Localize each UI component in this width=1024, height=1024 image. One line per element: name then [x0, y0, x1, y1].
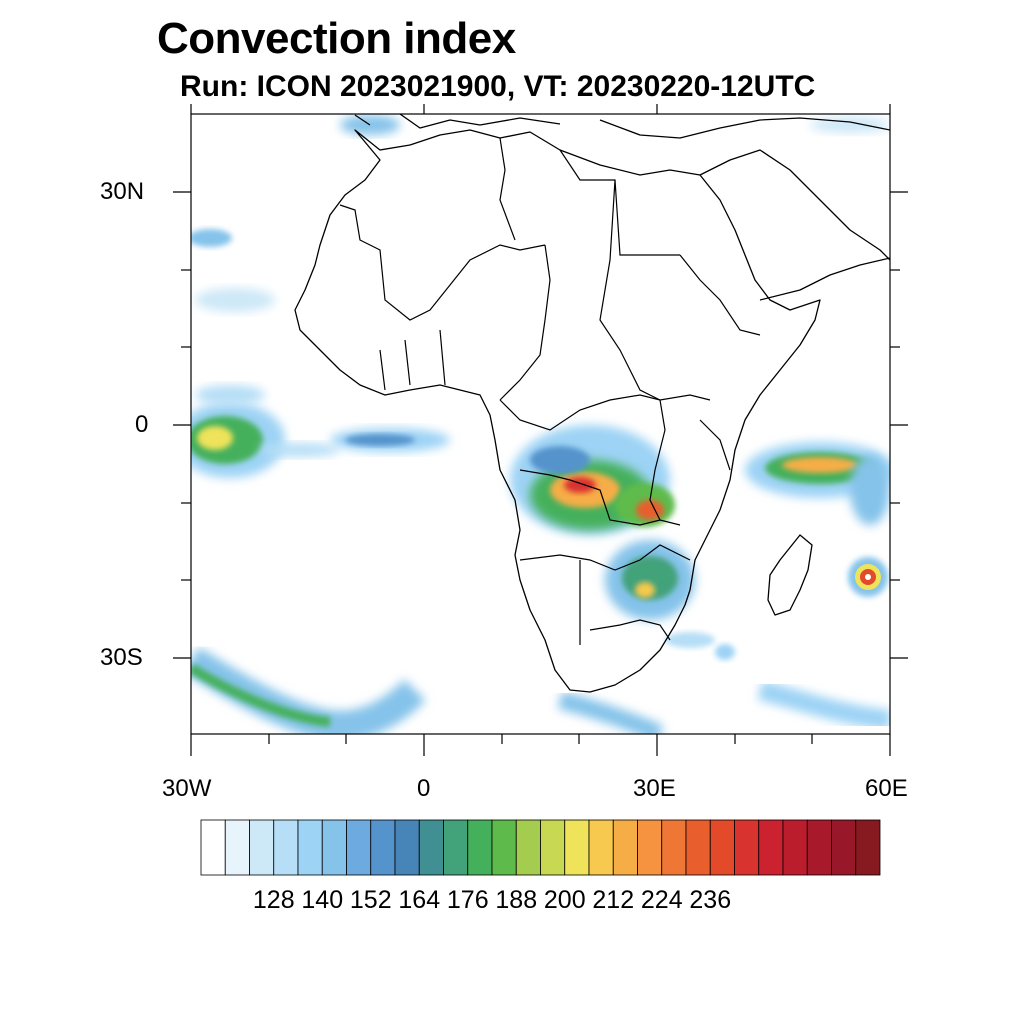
colorbar-swatch — [273, 819, 299, 876]
colorbar-swatch — [806, 819, 832, 876]
convection-zone-south-atlantic-front — [191, 115, 890, 734]
colorbar-swatch — [491, 819, 517, 876]
colorbar — [200, 819, 881, 876]
convection-field — [191, 115, 890, 734]
colorbar-swatch — [564, 819, 590, 876]
colorbar-swatch — [418, 819, 444, 876]
colorbar-swatch — [321, 819, 347, 876]
colorbar-label: 176 — [446, 886, 489, 914]
lon-label-0: 0 — [417, 775, 431, 802]
colorbar-label: 140 — [301, 886, 344, 914]
colorbar-label: 188 — [495, 886, 538, 914]
convection-zone-indian-ocean-band — [745, 442, 890, 525]
colorbar-label: 152 — [349, 886, 392, 914]
lat-label-30s: 30S — [100, 644, 143, 671]
colorbar-swatch — [370, 819, 396, 876]
map-frame — [190, 113, 891, 735]
map-title: Convection index — [157, 14, 516, 63]
colorbar-swatch — [855, 819, 881, 876]
colorbar-swatch — [249, 819, 275, 876]
colorbar-label: 236 — [689, 886, 732, 914]
colorbar-swatch — [297, 819, 323, 876]
colorbar-swatch — [467, 819, 493, 876]
colorbar-swatch — [831, 819, 857, 876]
lon-label-60e: 60E — [865, 775, 908, 802]
convection-zone-gulf-of-guinea-band — [260, 428, 450, 457]
colorbar-swatch — [540, 819, 566, 876]
arabia-coastline — [699, 149, 890, 301]
colorbar-label: 212 — [592, 886, 635, 914]
convection-zone-zambia-congo — [530, 446, 675, 527]
coastlines — [294, 114, 890, 693]
lat-label-30n: 30N — [100, 178, 145, 205]
colorbar-swatch — [637, 819, 663, 876]
colorbar-label: 128 — [252, 886, 295, 914]
colorbar-swatch — [734, 819, 760, 876]
madagascar-coastline — [767, 534, 813, 616]
colorbar-swatch — [709, 819, 735, 876]
colorbar-swatch — [346, 819, 372, 876]
colorbar-swatch — [612, 819, 638, 876]
africa-coastline — [294, 129, 821, 693]
colorbar-swatch — [200, 819, 226, 876]
country-borders — [339, 137, 761, 645]
colorbar-label: 164 — [398, 886, 441, 914]
colorbar-swatch — [661, 819, 687, 876]
convection-zone-mozambique-zimbabwe — [605, 540, 735, 660]
colorbar-swatch — [394, 819, 420, 876]
colorbar-swatch — [588, 819, 614, 876]
europe-coastline — [354, 114, 890, 139]
map-background — [191, 114, 890, 734]
lon-label-30e: 30E — [633, 775, 676, 802]
colorbar-swatch — [515, 819, 541, 876]
lon-label-30w: 30W — [162, 775, 212, 802]
colorbar-swatch — [758, 819, 784, 876]
colorbar-swatch — [782, 819, 808, 876]
convection-zone-atlantic-west — [191, 229, 285, 478]
colorbar-swatch — [224, 819, 250, 876]
map-subtitle: Run: ICON 2023021900, VT: 20230220-12UTC — [180, 70, 816, 103]
lat-label-0: 0 — [135, 411, 149, 438]
colorbar-label: 200 — [543, 886, 586, 914]
convection-zone-cyclone — [848, 557, 888, 597]
colorbar-swatch — [443, 819, 469, 876]
map-area — [191, 114, 890, 734]
colorbar-label: 224 — [640, 886, 683, 914]
map-ticks — [173, 104, 908, 756]
colorbar-swatch — [685, 819, 711, 876]
